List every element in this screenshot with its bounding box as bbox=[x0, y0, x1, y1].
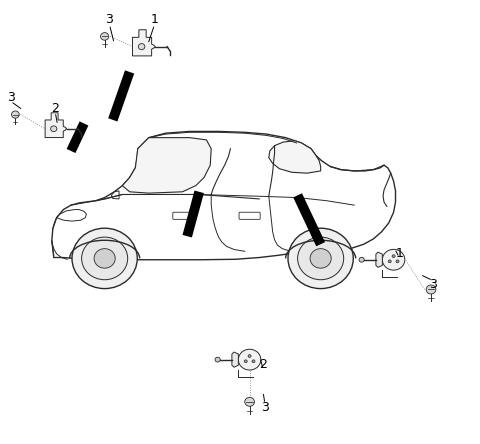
Text: 1: 1 bbox=[151, 13, 158, 27]
Text: 3: 3 bbox=[106, 13, 113, 27]
Text: 2: 2 bbox=[51, 102, 59, 115]
Polygon shape bbox=[122, 138, 211, 193]
Circle shape bbox=[72, 228, 137, 289]
Circle shape bbox=[252, 360, 255, 363]
Text: 2: 2 bbox=[259, 358, 267, 372]
Circle shape bbox=[426, 285, 436, 294]
Polygon shape bbox=[376, 252, 383, 267]
Circle shape bbox=[245, 397, 254, 406]
Circle shape bbox=[239, 349, 261, 370]
Polygon shape bbox=[132, 30, 156, 56]
Circle shape bbox=[310, 249, 331, 268]
Circle shape bbox=[383, 250, 405, 270]
Circle shape bbox=[392, 255, 395, 258]
Circle shape bbox=[215, 357, 220, 362]
Circle shape bbox=[244, 360, 247, 363]
Circle shape bbox=[388, 260, 391, 263]
Circle shape bbox=[248, 355, 251, 357]
Circle shape bbox=[82, 237, 128, 280]
Circle shape bbox=[138, 44, 145, 50]
Text: 3: 3 bbox=[261, 401, 269, 414]
Text: 3: 3 bbox=[429, 278, 437, 291]
Text: 3: 3 bbox=[7, 91, 14, 104]
Text: 1: 1 bbox=[396, 247, 403, 261]
Circle shape bbox=[396, 260, 399, 263]
Circle shape bbox=[100, 32, 109, 40]
Circle shape bbox=[94, 249, 115, 268]
Circle shape bbox=[51, 126, 57, 131]
Circle shape bbox=[359, 258, 364, 262]
Polygon shape bbox=[45, 113, 67, 138]
Circle shape bbox=[12, 111, 19, 118]
Polygon shape bbox=[269, 141, 321, 173]
Circle shape bbox=[288, 228, 353, 289]
Polygon shape bbox=[232, 352, 239, 367]
Circle shape bbox=[298, 237, 344, 280]
